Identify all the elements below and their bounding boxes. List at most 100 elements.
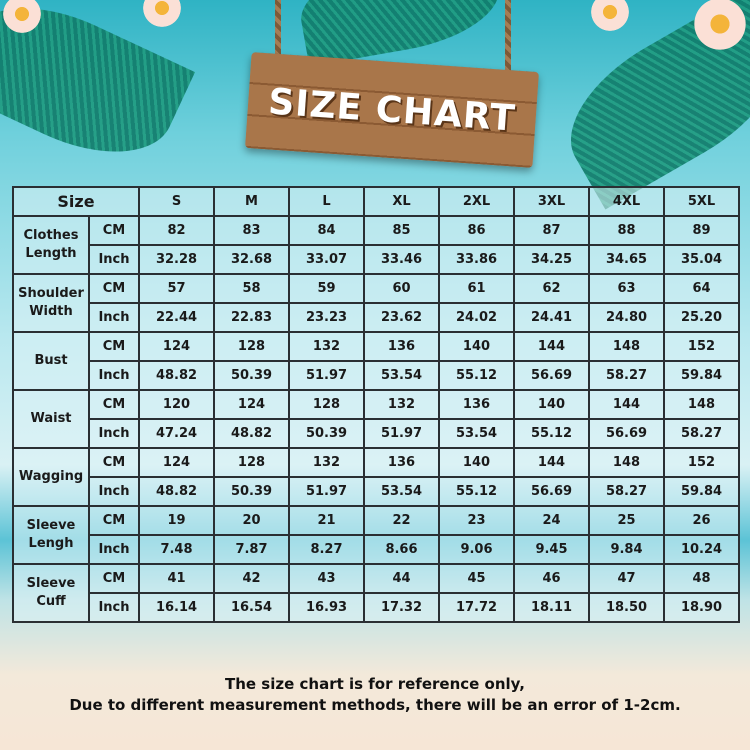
value-cell: 51.97 — [288, 360, 365, 391]
size-header-4xl: 4XL — [588, 186, 665, 217]
size-header-s: S — [138, 186, 215, 217]
value-cell: 20 — [213, 505, 290, 536]
measurement-label-line: Clothes — [23, 228, 79, 243]
value-cell: 56.69 — [588, 418, 665, 449]
value-cell: 128 — [213, 447, 290, 478]
unit-label: CM — [88, 331, 140, 362]
value-cell: 56.69 — [513, 476, 590, 507]
measurement-label-line: Waist — [30, 411, 72, 426]
value-cell: 46 — [513, 563, 590, 594]
measurement-label-line: Cuff — [36, 594, 66, 609]
value-cell: 128 — [213, 331, 290, 362]
value-cell: 140 — [513, 389, 590, 420]
value-cell: 144 — [513, 447, 590, 478]
value-cell: 24 — [513, 505, 590, 536]
value-cell: 120 — [138, 389, 215, 420]
value-cell: 63 — [588, 273, 665, 304]
size-table: Size S M L XL 2XL 3XL 4XL 5XL Clothes Length CM 82… — [12, 186, 740, 623]
value-cell: 32.68 — [213, 244, 290, 275]
value-cell: 55.12 — [438, 476, 515, 507]
sign-rope — [275, 0, 281, 66]
value-cell: 34.65 — [588, 244, 665, 275]
measurement-label-line: Shoulder — [18, 286, 84, 301]
measurement-label-line: Sleeve — [26, 576, 76, 591]
value-cell: 9.45 — [513, 534, 590, 565]
table-row: Clothes Length CM 82 83 84 85 86 87 88 89 — [12, 215, 740, 275]
value-cell: 152 — [663, 331, 740, 362]
unit-label: Inch — [88, 244, 140, 275]
value-cell: 140 — [438, 447, 515, 478]
value-cell: 61 — [438, 273, 515, 304]
size-header: Size — [12, 186, 140, 217]
value-cell: 148 — [588, 447, 665, 478]
value-cell: 32.28 — [138, 244, 215, 275]
value-cell: 24.02 — [438, 302, 515, 333]
value-cell: 50.39 — [213, 360, 290, 391]
value-cell: 34.25 — [513, 244, 590, 275]
size-header-2xl: 2XL — [438, 186, 515, 217]
value-cell: 17.72 — [438, 592, 515, 623]
value-cell: 48.82 — [138, 476, 215, 507]
value-cell: 25 — [588, 505, 665, 536]
note-line-1: The size chart is for reference only, — [225, 675, 525, 693]
value-cell: 85 — [363, 215, 440, 246]
unit-label: Inch — [88, 476, 140, 507]
value-cell: 33.46 — [363, 244, 440, 275]
table-row: Waist CM 120 124 128 132 136 140 144 148 — [12, 389, 740, 449]
measurement-label-line: Bust — [34, 353, 68, 368]
measurement-label-line: Length — [25, 246, 77, 261]
value-cell: 89 — [663, 215, 740, 246]
unit-label: Inch — [88, 360, 140, 391]
value-cell: 43 — [288, 563, 365, 594]
value-cell: 53.54 — [438, 418, 515, 449]
value-cell: 53.54 — [363, 360, 440, 391]
value-cell: 7.48 — [138, 534, 215, 565]
value-cell: 132 — [288, 331, 365, 362]
value-cell: 48 — [663, 563, 740, 594]
page-title: SIZE CHART — [267, 80, 517, 140]
value-cell: 132 — [363, 389, 440, 420]
flower-decoration — [588, 0, 632, 34]
table-row: Bust CM 124 128 132 136 140 144 148 152 — [12, 331, 740, 391]
value-cell: 140 — [438, 331, 515, 362]
value-cell: 51.97 — [288, 476, 365, 507]
value-cell: 59 — [288, 273, 365, 304]
value-cell: 22.44 — [138, 302, 215, 333]
value-cell: 16.93 — [288, 592, 365, 623]
value-cell: 59.84 — [663, 360, 740, 391]
value-cell: 87 — [513, 215, 590, 246]
value-cell: 124 — [213, 389, 290, 420]
value-cell: 58.27 — [663, 418, 740, 449]
value-cell: 48.82 — [213, 418, 290, 449]
value-cell: 50.39 — [288, 418, 365, 449]
value-cell: 48.82 — [138, 360, 215, 391]
value-cell: 47.24 — [138, 418, 215, 449]
value-cell: 58.27 — [588, 476, 665, 507]
table-row: Inch 7.48 7.87 8.27 8.66 9.06 9.45 9.84 10.24 — [13, 534, 740, 565]
flower-decoration — [690, 0, 750, 54]
flower-decoration — [0, 0, 44, 36]
unit-label: CM — [88, 563, 140, 594]
value-cell: 23.62 — [363, 302, 440, 333]
value-cell: 33.07 — [288, 244, 365, 275]
unit-label: Inch — [88, 592, 140, 623]
value-cell: 136 — [438, 389, 515, 420]
value-cell: 124 — [138, 447, 215, 478]
table-row: Inch 47.24 48.82 50.39 51.97 53.54 55.12 56.69 5… — [13, 418, 740, 449]
value-cell: 51.97 — [363, 418, 440, 449]
unit-label: Inch — [88, 418, 140, 449]
unit-label: CM — [88, 389, 140, 420]
value-cell: 21 — [288, 505, 365, 536]
size-header-5xl: 5XL — [663, 186, 740, 217]
value-cell: 124 — [138, 331, 215, 362]
value-cell: 56.69 — [513, 360, 590, 391]
value-cell: 55.12 — [438, 360, 515, 391]
value-cell: 53.54 — [363, 476, 440, 507]
value-cell: 62 — [513, 273, 590, 304]
value-cell: 8.27 — [288, 534, 365, 565]
size-chart-sign: SIZE CHART — [245, 52, 539, 168]
value-cell: 42 — [213, 563, 290, 594]
value-cell: 84 — [288, 215, 365, 246]
measurement-label-line: Sleeve — [26, 518, 76, 533]
table-row: Inch 22.44 22.83 23.23 23.62 24.02 24.41 24.80 2… — [13, 302, 740, 333]
